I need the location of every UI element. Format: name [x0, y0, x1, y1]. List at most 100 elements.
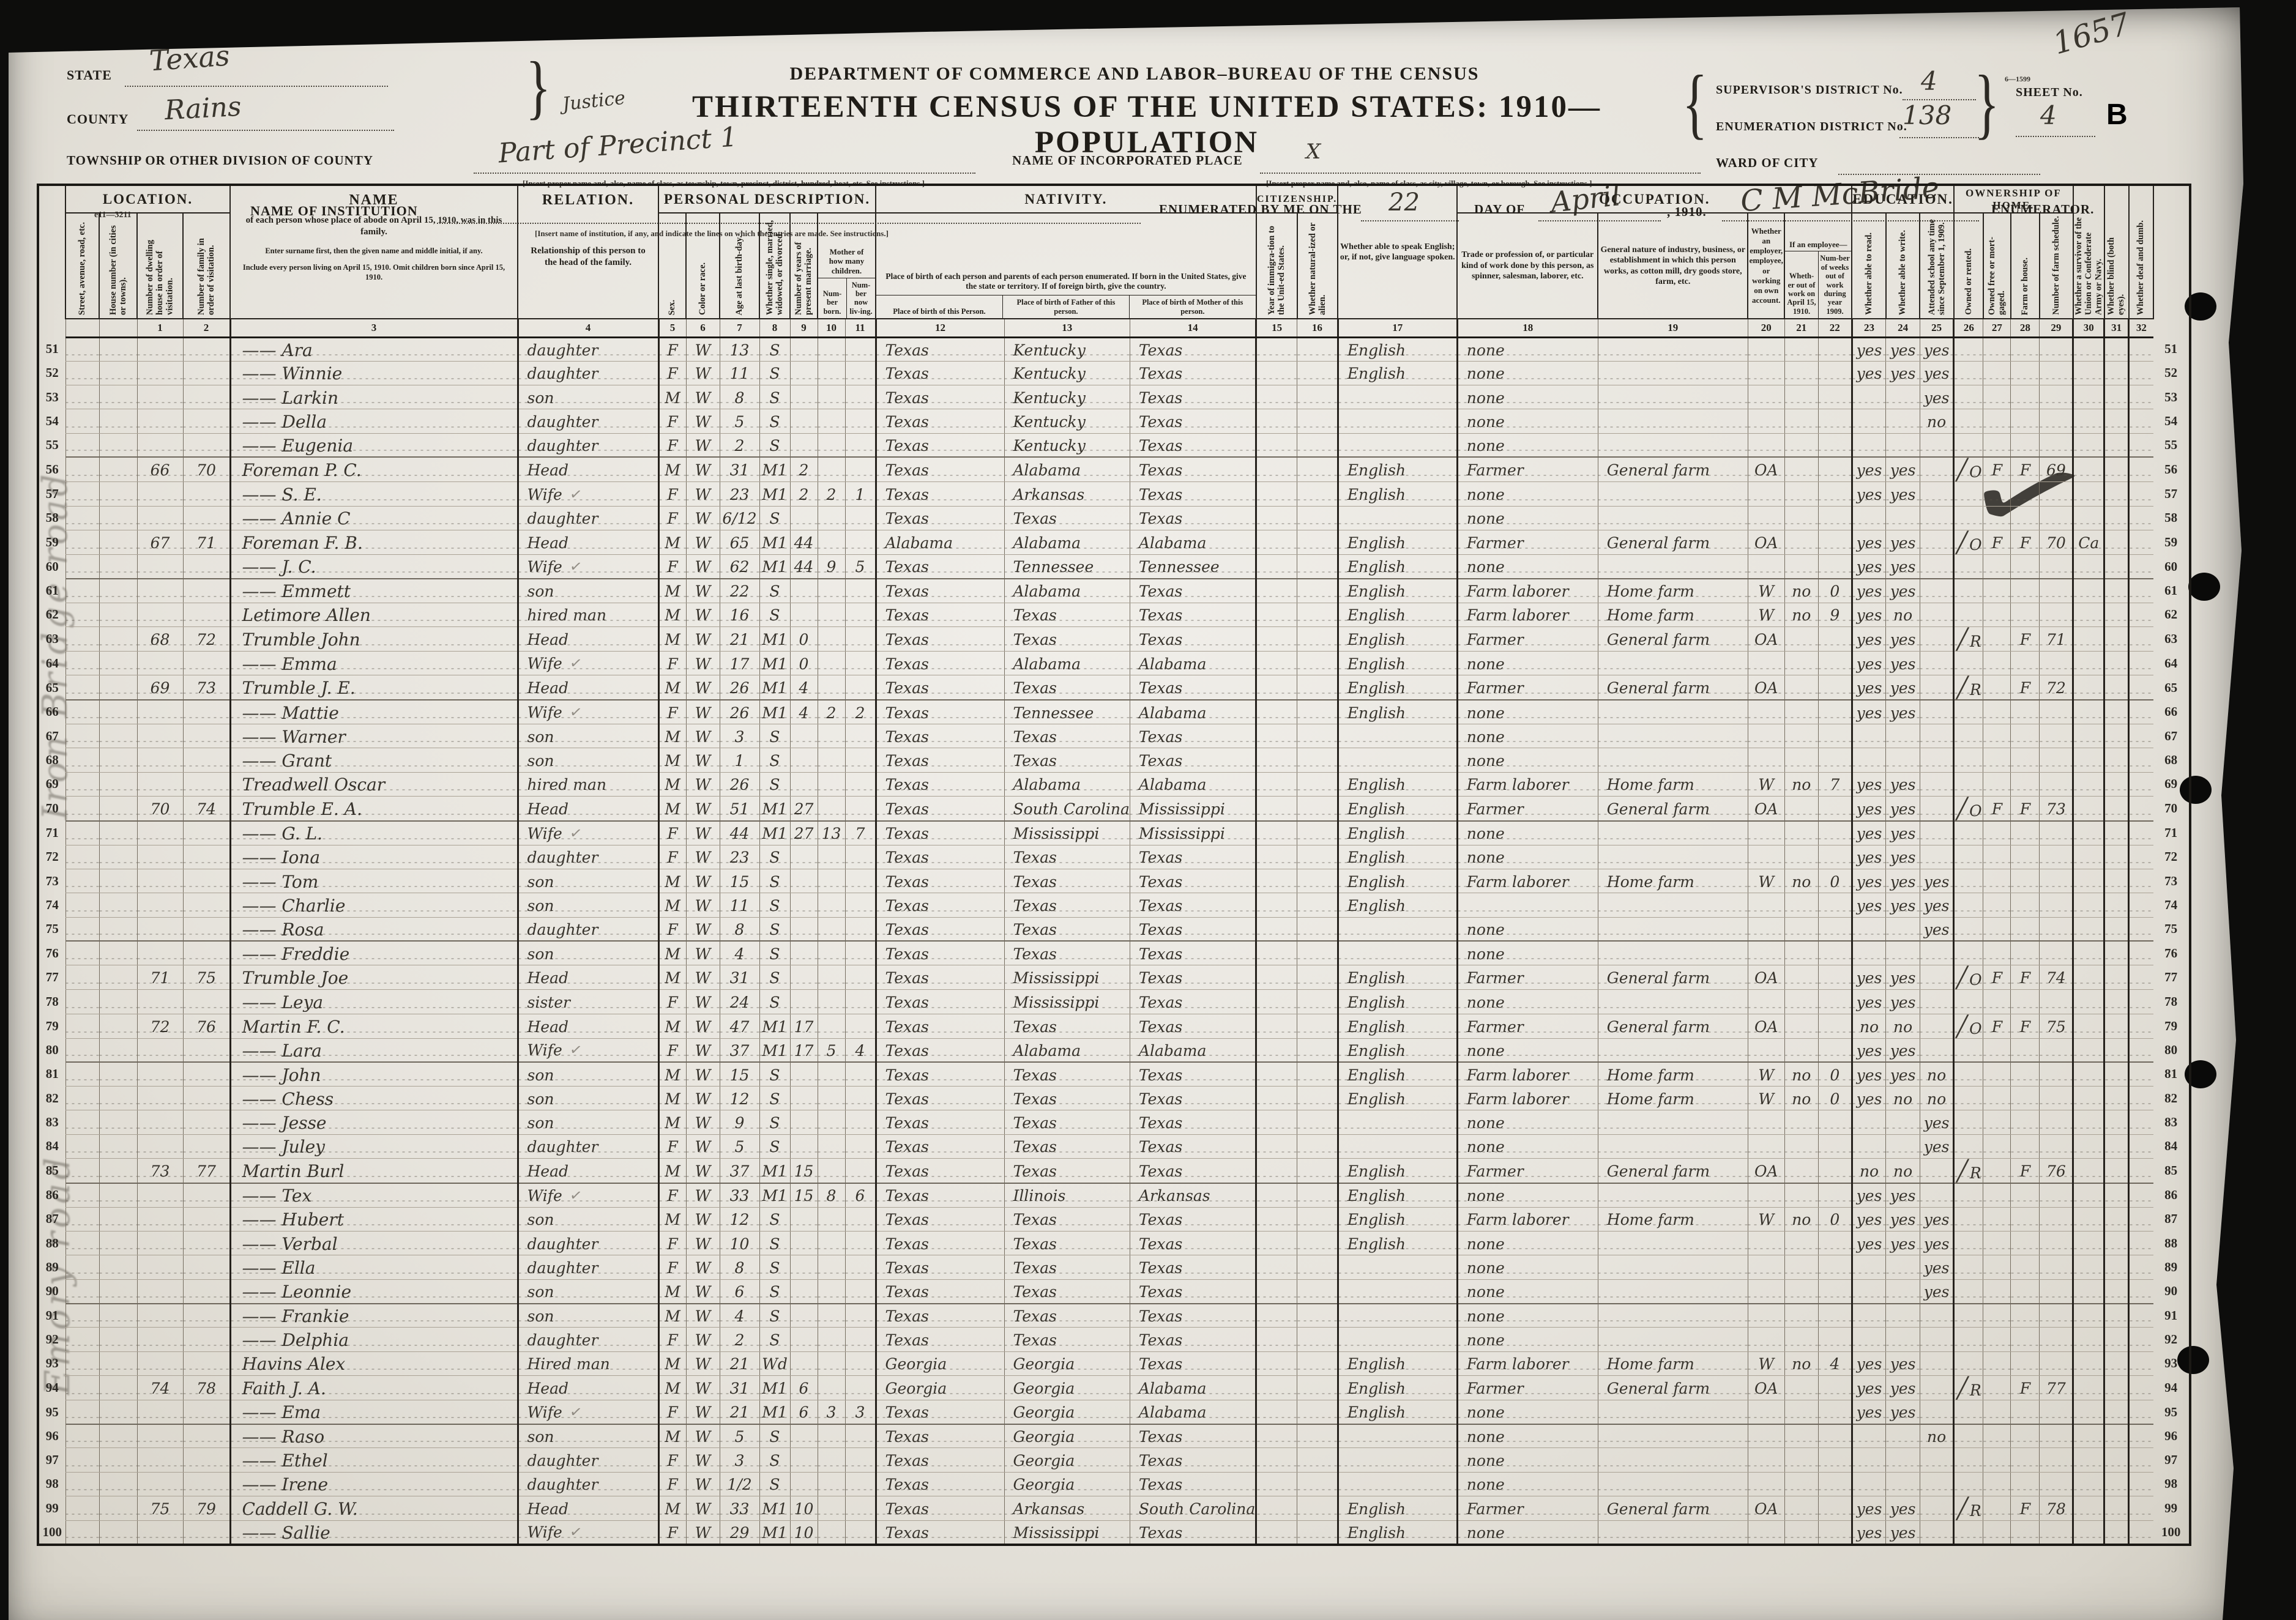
cell-liv [844, 626, 876, 652]
cell-name: —— Freddie [229, 941, 518, 966]
cell-eng: English [1336, 989, 1458, 1014]
cell-liv [844, 748, 876, 773]
handwritten-entry: M1 [762, 1523, 788, 1542]
cell-house [99, 700, 137, 725]
handwritten-entry: 68 [150, 630, 170, 648]
cell-mar: M1 [759, 700, 790, 725]
handwritten-entry: Wife [527, 557, 562, 576]
cell-wr: yes [1885, 965, 1920, 990]
cell-own [1953, 603, 1983, 627]
cell-pm: Texas [1129, 1134, 1256, 1159]
cell-pm: South Carolina [1129, 1496, 1256, 1522]
handwritten-entry: no [1893, 1090, 1913, 1108]
handwritten-entry: 13 [729, 341, 750, 359]
cell-sex: M [657, 1207, 686, 1232]
cell-age: 31 [719, 965, 759, 990]
handwritten-entry: M1 [762, 534, 788, 552]
cell-imm [1255, 578, 1297, 603]
handwritten-entry: —— Lara [242, 1040, 322, 1061]
census-row: 86 —— Tex Wife ✓ F W 33 M1 15 8 6 Texas Illinois Arka… [38, 1183, 2190, 1208]
handwritten-entry: F [667, 1235, 678, 1253]
handwritten-entry: S [769, 1331, 780, 1349]
line-number: 88 [45, 1235, 59, 1250]
line-number: 58 [2164, 510, 2178, 526]
handwritten-entry: English [1347, 776, 1406, 794]
cell-pb: Texas [874, 385, 1004, 410]
cell-street [65, 820, 99, 845]
cell-rel: Wife ✓ [516, 481, 658, 507]
handwritten-entry: —— Charlie [242, 895, 346, 916]
cell-name: —— Jesse [229, 1110, 518, 1135]
handwritten-entry: F [667, 558, 678, 576]
handwritten-entry: —— Rosa [242, 920, 324, 940]
handwritten-entry: no [1792, 1066, 1811, 1084]
handwritten-entry: yes [1890, 1523, 1916, 1542]
cell-trade: none [1456, 1255, 1598, 1280]
handwritten-entry: S [769, 388, 780, 407]
cell-rd: yes [1851, 603, 1886, 627]
cell-eng: English [1336, 1375, 1458, 1400]
col-free-mortgaged: Owned free or mort-gaged. [1982, 212, 2011, 319]
handwritten-entry: Head [527, 1162, 569, 1181]
cell-pf: Kentucky [1004, 361, 1130, 386]
cell-pm: Texas [1129, 1062, 1256, 1087]
cell-imm [1255, 1231, 1297, 1256]
cell-yrs [789, 409, 818, 434]
col-dwelling: Number of dwelling house in order of vis… [136, 212, 184, 319]
cell-eng [1336, 1255, 1458, 1280]
line-number: 80 [2164, 1042, 2178, 1058]
cell-imm [1255, 917, 1297, 942]
handwritten-entry: Mississippi [1013, 825, 1100, 843]
handwritten-entry: Texas [1138, 945, 1183, 963]
handwritten-entry: W [695, 776, 711, 794]
handwritten-entry: —— J. C. [242, 557, 316, 578]
cell-sch: yes [1919, 385, 1954, 410]
line-number: 63 [45, 631, 59, 646]
handwritten-entry: Texas [885, 945, 929, 963]
cell-pm: Texas [1129, 481, 1256, 507]
cell-pf: Texas [1004, 1255, 1130, 1280]
handwritten-entry: W [695, 630, 711, 648]
cell-imm [1255, 481, 1297, 507]
handwritten-entry: Texas [1138, 1211, 1183, 1229]
handwritten-entry: yes [1890, 993, 1916, 1011]
cell-sex: M [657, 772, 686, 797]
handwritten-entry: 73 [196, 679, 216, 697]
handwritten-entry: yes [1856, 534, 1882, 552]
cell-rel: Head [516, 1014, 658, 1039]
handwritten-entry: W [695, 921, 711, 939]
cell-trade: none [1456, 1183, 1598, 1208]
cell-trade: Farm laborer [1456, 1086, 1598, 1111]
handwritten-entry: 75 [196, 969, 216, 987]
handwritten-entry: 2 [826, 486, 837, 504]
handwritten-entry: —— Ara [242, 340, 313, 360]
cell-pf: Texas [1004, 1158, 1130, 1184]
cell-nat [1297, 772, 1338, 797]
cell-rel: son [516, 1207, 658, 1232]
cell-nat [1297, 1472, 1338, 1497]
cell-free [1983, 1110, 2011, 1135]
handwritten-entry: Wife [527, 824, 562, 842]
handwritten-entry: yes [1890, 655, 1916, 673]
line-number: 92 [45, 1331, 59, 1347]
cell-yrs [789, 845, 818, 870]
cell-dw: 73 [136, 1158, 183, 1184]
cell-dw [136, 337, 183, 362]
cell-ind [1597, 748, 1748, 773]
handwritten-entry: none [1466, 1235, 1505, 1253]
group-citizenship: CITIZENSHIP. [1255, 184, 1339, 214]
cell-ow: no [1784, 772, 1819, 797]
column-number: 21 [1784, 318, 1819, 338]
handwritten-entry: Alabama [1013, 655, 1081, 673]
cell-yrs [789, 1447, 818, 1473]
cell-pm: Alabama [1129, 530, 1256, 555]
cell-eng: English [1336, 554, 1458, 579]
cell-liv: 5 [844, 554, 876, 579]
cell-liv [844, 869, 876, 894]
cell-sch [1919, 1447, 1954, 1473]
handwritten-entry: —— Leya [242, 992, 324, 1012]
cell-wr: yes [1885, 675, 1920, 701]
cell-sex: F [657, 700, 686, 725]
cell-street [65, 1062, 99, 1087]
line-number-column-header [38, 185, 65, 337]
